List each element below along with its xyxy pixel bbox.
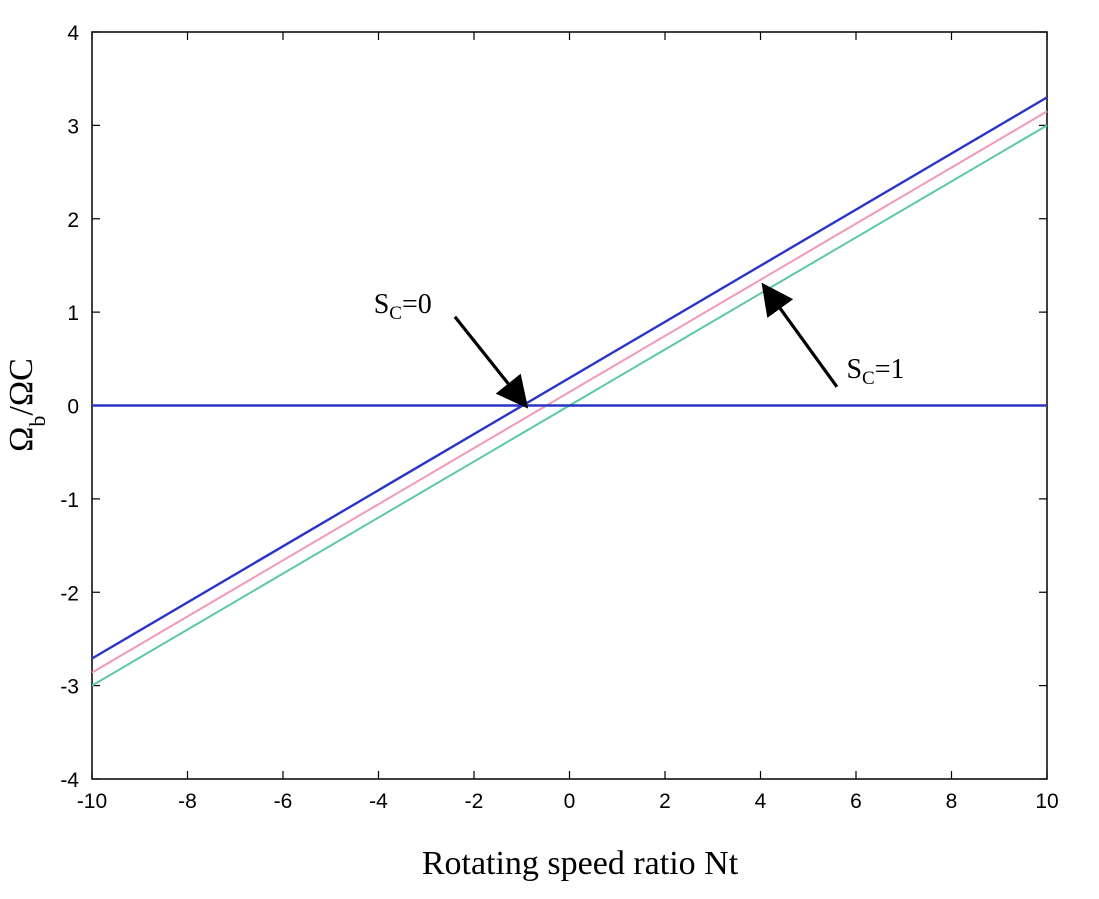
y-tick-label: -1	[60, 489, 79, 512]
series-group	[91, 96, 1048, 687]
x-tick-label: 6	[850, 790, 862, 813]
annotation-label-sub: C	[389, 303, 402, 324]
x-tick-label: -8	[178, 790, 197, 813]
series-line-intermediate	[91, 110, 1048, 674]
x-tick-label: 10	[1035, 790, 1058, 813]
annotation-label-tail: =1	[875, 354, 905, 385]
y-axis-title-sub: b	[25, 416, 50, 427]
y-tick-label: -2	[60, 582, 79, 605]
y-tick-label: 1	[67, 302, 79, 325]
x-axis-title: Rotating speed ratio Nt	[422, 845, 739, 882]
annotation-label-main: S	[846, 354, 862, 385]
y-axis-title-suffix: /ΩC	[3, 358, 40, 415]
annotations: SC=0SC=1	[374, 282, 905, 409]
x-tick-label: 8	[946, 790, 958, 813]
x-tick-label: 0	[564, 790, 576, 813]
x-tick-label: -6	[274, 790, 293, 813]
annotation-label-tail: =0	[402, 289, 432, 320]
y-axis-title-prefix: Ω	[3, 427, 40, 452]
y-tick-label: 2	[67, 209, 79, 232]
y-tick-label: 4	[67, 22, 79, 45]
x-tick-label: -4	[369, 790, 388, 813]
annotation-label: SC=0	[374, 289, 432, 324]
y-tick-label: 3	[67, 115, 79, 138]
y-axis-title: Ωb/ΩC	[3, 358, 50, 452]
annotation-label-main: S	[374, 289, 390, 320]
x-tick-label: -2	[465, 790, 484, 813]
y-tick-label: -4	[60, 769, 79, 792]
x-tick-labels: -10 -8 -6 -4 -2 0 2 4 6 8 10	[77, 790, 1059, 813]
y-tick-label: 0	[67, 396, 79, 419]
x-tick-label: -10	[77, 790, 107, 813]
annotation-arrow	[761, 282, 839, 388]
y-tick-labels: -4 -3 -2 -1 0 1 2 3 4	[60, 22, 79, 792]
x-tick-label: 2	[659, 790, 671, 813]
annotation-label-sub: C	[862, 368, 875, 389]
annotation-arrow	[453, 315, 529, 409]
ticks	[91, 31, 1048, 780]
annotation-label: SC=1	[846, 354, 904, 389]
x-tick-label: 4	[755, 790, 767, 813]
y-tick-label: -3	[60, 676, 79, 699]
series-line-s-c-0	[91, 96, 1048, 660]
